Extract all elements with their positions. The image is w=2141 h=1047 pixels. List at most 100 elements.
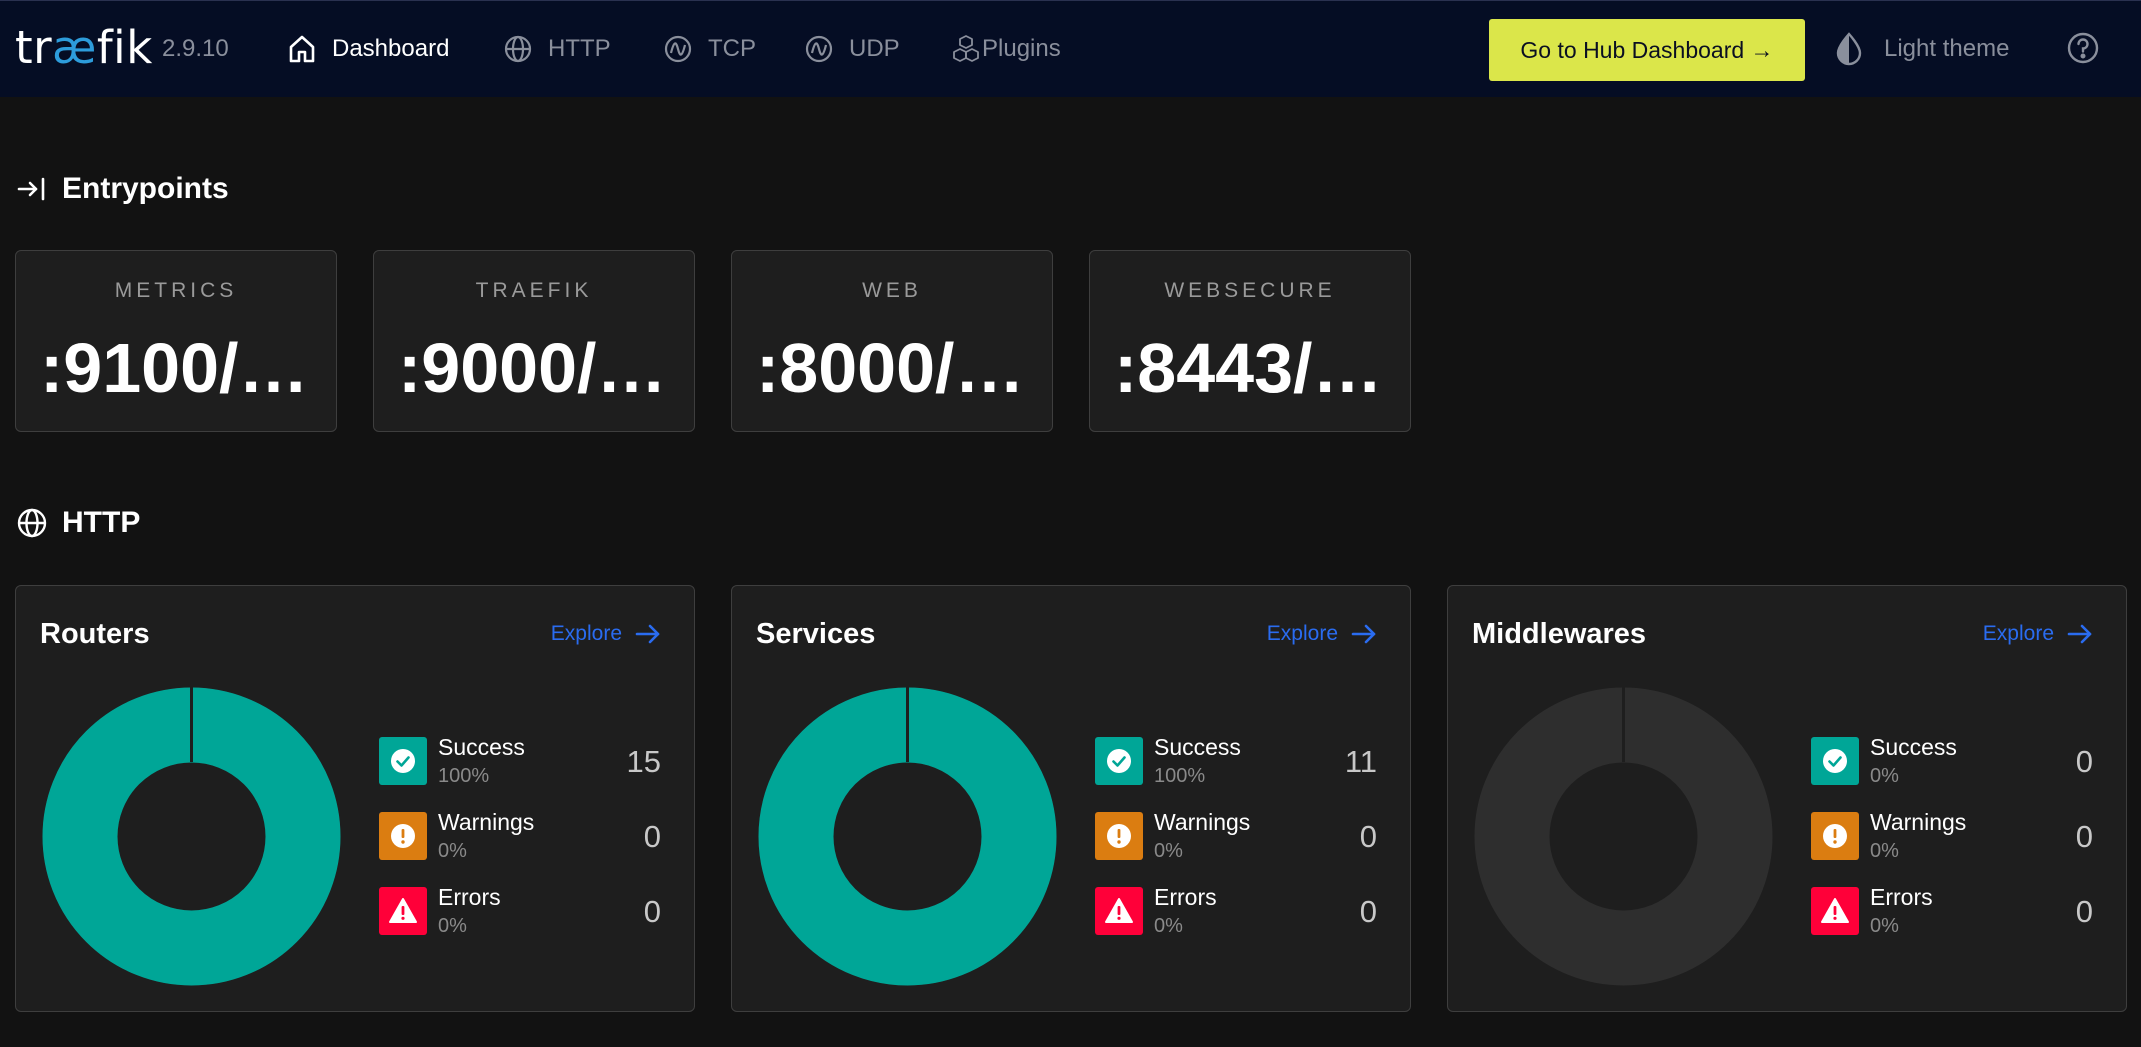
nav-plugins[interactable]: Plugins [950, 25, 1061, 73]
status-donut-chart [1474, 687, 1773, 986]
entrypoint-card-websecure[interactable]: WEBSECURE :8443/… [1089, 250, 1411, 432]
errors-icon [1095, 887, 1143, 935]
legend-count: 0 [1359, 894, 1377, 929]
entrypoint-address: :9000/… [398, 329, 667, 407]
globe-icon [17, 508, 47, 538]
explore-label: Explore [1266, 622, 1338, 645]
legend-percent: 100% [438, 765, 490, 787]
entrypoint-name: WEB [862, 279, 922, 302]
status-donut-chart [42, 687, 341, 986]
arrow-right-icon [2067, 624, 2092, 644]
entrypoint-name: WEBSECURE [1164, 279, 1336, 302]
legend-label: Success [1154, 734, 1241, 760]
nav-dashboard[interactable]: Dashboard [286, 25, 449, 73]
legend-label: Warnings [438, 809, 535, 835]
globe-icon [504, 35, 532, 63]
traefik-logo[interactable]: træfik [15, 23, 153, 73]
nav-udp[interactable]: UDP [803, 25, 900, 73]
nav-udp-label: UDP [849, 35, 900, 62]
success-icon [379, 737, 427, 785]
legend-percent: 0% [1154, 840, 1183, 862]
http-title: HTTP [62, 506, 141, 539]
entrypoint-arrow-icon [17, 177, 45, 201]
warnings-icon [379, 812, 427, 860]
top-navbar: træfik 2.9.10 Dashboard HTTP TCP UDP Plu… [0, 0, 2141, 97]
warnings-icon [1095, 812, 1143, 860]
nav-http-label: HTTP [548, 35, 611, 62]
go-to-hub-dashboard-button[interactable]: Go to Hub Dashboard → [1489, 19, 1805, 81]
legend-percent: 0% [1154, 915, 1183, 937]
theme-toggle-label: Light theme [1884, 35, 2010, 62]
success-icon [1095, 737, 1143, 785]
middlewares-card: Middlewares Explore Success 0% 0 Warnings 0% 0 E… [1447, 585, 2127, 1012]
explore-link[interactable]: Explore [1267, 620, 1378, 648]
warnings-icon [1811, 812, 1859, 860]
errors-icon [379, 887, 427, 935]
nav-http[interactable]: HTTP [502, 25, 611, 73]
legend-success: Success 100% 11 [1095, 734, 1377, 794]
legend-errors: Errors 0% 0 [379, 884, 661, 944]
nav-tcp-label: TCP [708, 35, 756, 62]
legend-warnings: Warnings 0% 0 [1095, 809, 1377, 869]
entrypoint-name: METRICS [114, 279, 238, 302]
errors-icon [1811, 887, 1859, 935]
logo-text-ae: æ [52, 21, 97, 74]
udp-icon [805, 35, 833, 63]
legend-warnings: Warnings 0% 0 [379, 809, 661, 869]
explore-label: Explore [1982, 622, 2054, 645]
legend-count: 0 [1359, 819, 1377, 854]
legend-label: Warnings [1154, 809, 1251, 835]
explore-link[interactable]: Explore [551, 620, 662, 648]
legend-percent: 0% [438, 915, 467, 937]
nav-dashboard-label: Dashboard [332, 35, 450, 62]
legend-errors: Errors 0% 0 [1811, 884, 2093, 944]
arrow-right-icon [1351, 624, 1376, 644]
logo-text-suffix: fik [96, 21, 153, 74]
legend-percent: 0% [438, 840, 467, 862]
entrypoint-address: :9100/… [40, 329, 309, 407]
help-icon[interactable] [2066, 31, 2100, 65]
legend-errors: Errors 0% 0 [1095, 884, 1377, 944]
nav-tcp[interactable]: TCP [662, 25, 756, 73]
theme-toggle[interactable]: Light theme [1834, 25, 2009, 73]
http-heading: HTTP [16, 506, 140, 540]
legend-count: 0 [2075, 744, 2093, 779]
home-icon [289, 35, 315, 63]
tcp-icon [664, 35, 692, 63]
logo-text-prefix: tr [15, 21, 53, 74]
entrypoint-card-web[interactable]: WEB :8000/… [731, 250, 1053, 432]
explore-link[interactable]: Explore [1983, 620, 2094, 648]
legend-count: 11 [1344, 744, 1377, 779]
legend-label: Warnings [1870, 809, 1967, 835]
entrypoint-card-metrics[interactable]: METRICS :9100/… [15, 250, 337, 432]
legend-percent: 0% [1870, 765, 1899, 787]
services-card: Services Explore Success 100% 11 Warnings 0% 0 E… [731, 585, 1411, 1012]
legend-count: 0 [2075, 894, 2093, 929]
legend-count: 0 [643, 894, 661, 929]
legend-count: 0 [2075, 819, 2093, 854]
version-label: 2.9.10 [162, 35, 229, 62]
card-title: Services [756, 618, 876, 650]
legend-label: Success [438, 734, 525, 760]
success-icon [1811, 737, 1859, 785]
legend-percent: 0% [1870, 915, 1899, 937]
entrypoints-heading: Entrypoints [16, 172, 229, 206]
entrypoint-card-traefik[interactable]: TRAEFIK :9000/… [373, 250, 695, 432]
routers-card: Routers Explore Success 100% 15 Warnings 0% 0 Er… [15, 585, 695, 1012]
entrypoint-name: TRAEFIK [475, 279, 593, 302]
legend-label: Errors [1870, 884, 1933, 910]
legend-label: Errors [1154, 884, 1217, 910]
legend-success: Success 100% 15 [379, 734, 661, 794]
explore-label: Explore [550, 622, 622, 645]
legend-percent: 100% [1154, 765, 1206, 787]
card-title: Middlewares [1472, 618, 1647, 650]
legend-label: Errors [438, 884, 501, 910]
entrypoint-address: :8443/… [1114, 329, 1383, 407]
legend-count: 0 [643, 819, 661, 854]
status-donut-chart [758, 687, 1057, 986]
contrast-drop-icon [1836, 32, 1862, 66]
entrypoint-address: :8000/… [756, 329, 1025, 407]
legend-success: Success 0% 0 [1811, 734, 2093, 794]
card-title: Routers [40, 618, 150, 650]
legend-label: Success [1870, 734, 1957, 760]
